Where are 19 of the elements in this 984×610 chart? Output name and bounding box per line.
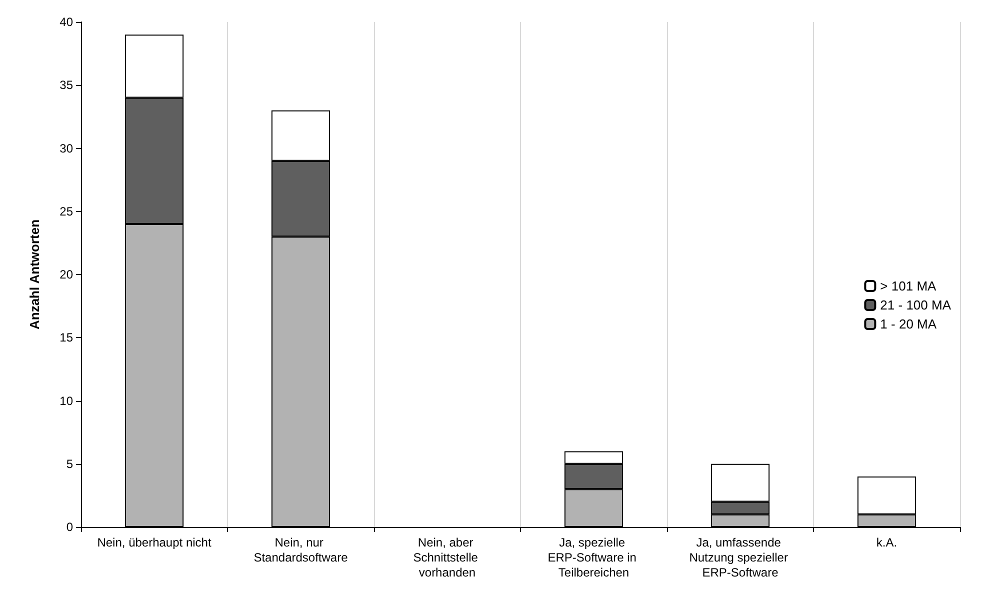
legend-label: > 101 MA <box>880 278 937 294</box>
legend-label: 1 - 20 MA <box>880 316 937 332</box>
y-tick-label: 25 <box>60 204 74 218</box>
legend-label: 21 - 100 MA <box>880 298 952 312</box>
y-tick-label: 5 <box>66 456 74 471</box>
x-tick-label: Nein, überhaupt nicht <box>97 536 212 550</box>
x-tick-label: Ja, umfassende Nutzung spezieller ERP-Software <box>689 536 792 580</box>
y-tick-label: 0 <box>66 520 74 534</box>
y-tick-label: 35 <box>60 78 74 92</box>
x-tick-label: Nein, aber Schnittstelle vorhanden <box>413 536 482 580</box>
x-tick-label: Ja, spezielle ERP-Software in Teilbereichen <box>548 536 640 580</box>
y-tick-label: 20 <box>60 268 74 282</box>
x-tick-label: Nein, nur Standardsoftware <box>254 536 348 564</box>
y-tick-label: 15 <box>60 330 74 345</box>
x-tick-label: k.A. <box>876 536 898 550</box>
y-axis-title: Anzahl Antworten <box>27 219 42 330</box>
y-tick-label: 10 <box>60 394 74 408</box>
y-tick-label: 40 <box>60 15 74 29</box>
y-tick-label: 30 <box>60 141 74 156</box>
